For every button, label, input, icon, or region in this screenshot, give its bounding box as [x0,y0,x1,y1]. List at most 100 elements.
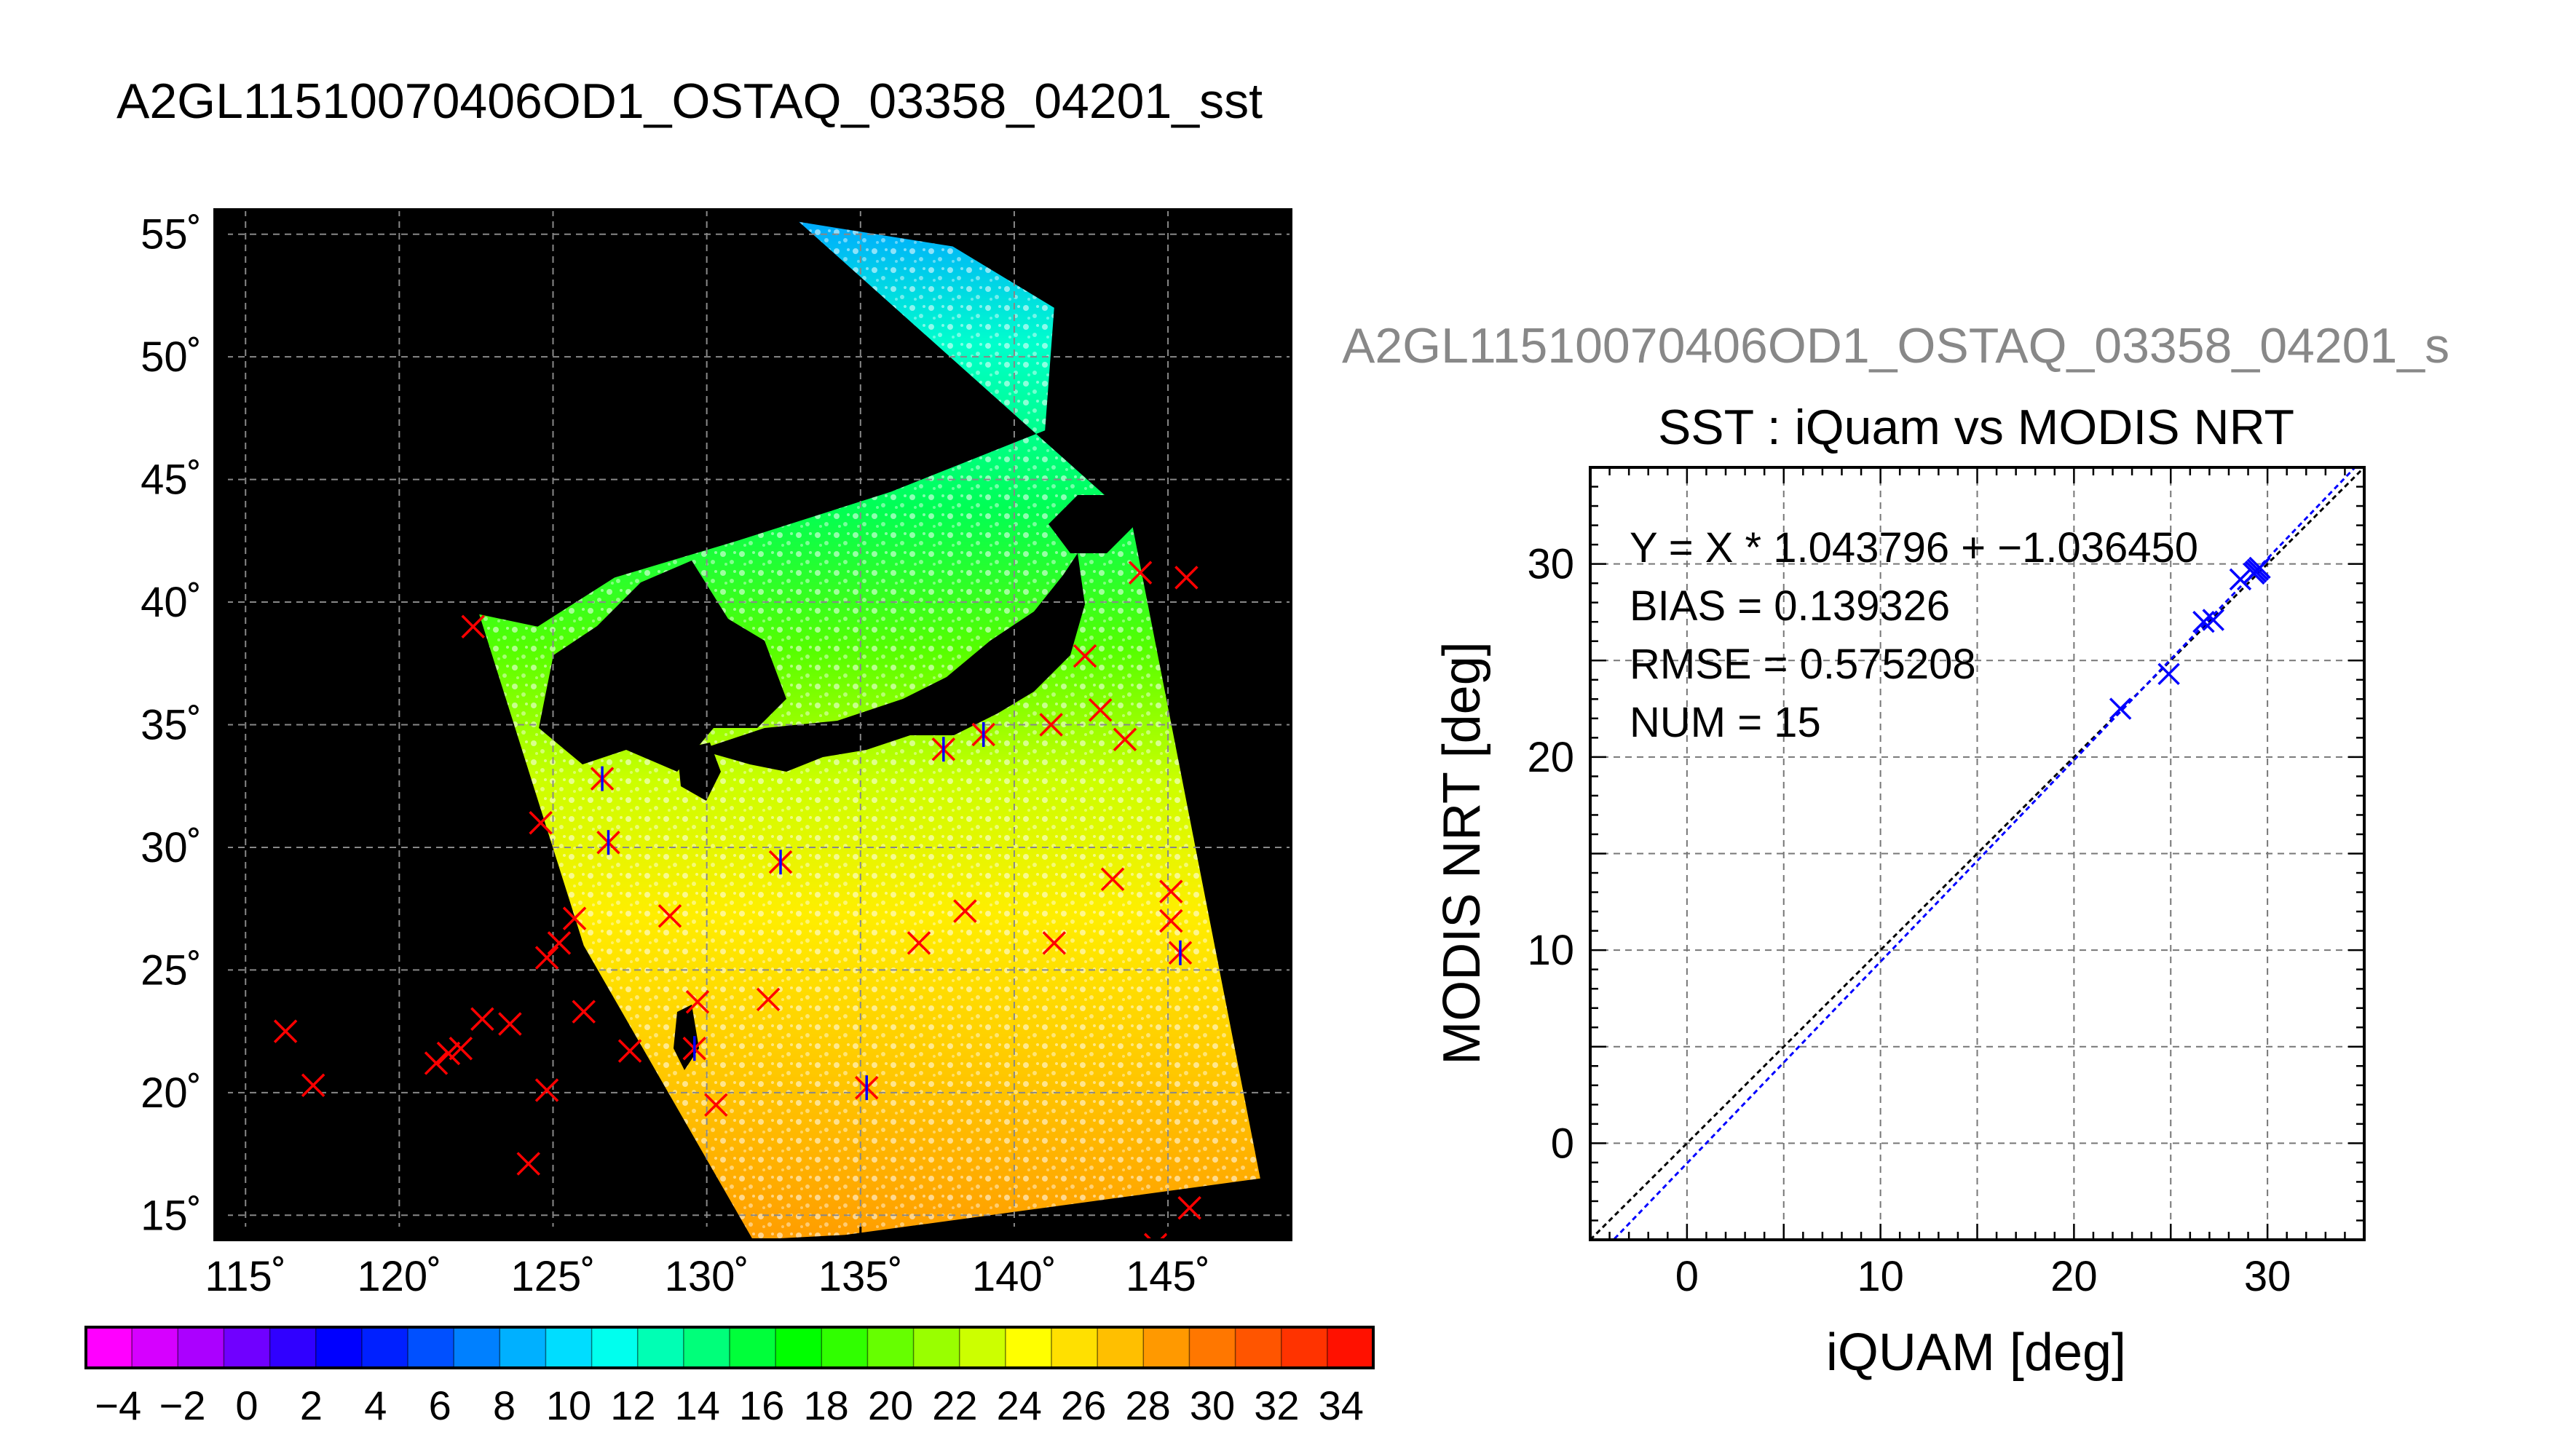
scatter-point [2109,697,2132,720]
colorbar-tick-label: −4 [95,1382,141,1428]
colorbar: −4 −2 0 2 4 6 8 10 12 14 16 18 20 22 24 26 28 30 32 34 [84,1326,1375,1428]
colorbar-tick-label: 34 [1319,1382,1364,1428]
colorbar-tick-label: 22 [932,1382,977,1428]
colorbar-tick-label: 10 [546,1382,591,1428]
figure-title: A2GL11510070406OD1_OSTAQ_03358_04201_sst [117,74,1263,129]
one-to-one-line [1590,467,2364,1240]
map-marker-blue [971,721,995,747]
map-marker-red [562,906,587,930]
colorbar-cell [775,1327,822,1368]
colorbar-tick-label: 24 [997,1382,1042,1428]
colorbar-cell [361,1327,408,1368]
colorbar-cell [637,1327,684,1368]
colorbar-tick-label: 0 [235,1382,258,1428]
colorbar-tick-label: 16 [739,1382,784,1428]
map-marker-red [1128,561,1153,585]
colorbar-cell [730,1327,776,1368]
map-marker-blue [768,850,793,875]
map-marker-red [436,1041,461,1066]
colorbar-cell [1281,1327,1328,1368]
map-marker-red [516,1152,540,1176]
map-marker-red [572,1000,596,1024]
map-y-tick-label: 30˚ [141,824,202,871]
map-grid [215,210,1291,1240]
map-marker-red [449,1036,473,1061]
colorbar-cell [1327,1327,1374,1368]
map-marker-blue [1168,940,1193,965]
map-marker-red [534,946,559,970]
colorbar-cell [1097,1327,1144,1368]
fit-line [1611,467,2357,1240]
stat-line-fit: Y = X * 1.043796 + −1.036450 [1630,524,2198,571]
scatter-point [2192,610,2215,633]
colorbar-frame [84,1326,1375,1369]
map-marker-red [470,1007,494,1032]
colorbar-cell [1051,1327,1098,1368]
map-y-tick-label: 25˚ [141,946,202,994]
scatter-y-label: MODIS NRT [deg] [1433,641,1491,1065]
colorbar-tick-label: 8 [493,1382,516,1428]
colorbar-cell [821,1327,869,1368]
map-x-tick-label: 135˚ [818,1253,903,1300]
scatter-x-tick-label: 20 [2050,1253,2098,1300]
colorbar-tick-label: 14 [675,1382,720,1428]
colorbar-tick-label: 32 [1254,1382,1299,1428]
scatter-y-tick-label: 30 [1527,541,1574,588]
colorbar-cell [913,1327,960,1368]
map-marker-red [704,1093,728,1117]
map-marker-blue [682,1036,707,1061]
map-y-tick-label: 55˚ [141,211,202,258]
scatter-x-axis: 0 10 20 30 [1675,1253,2291,1300]
map-x-axis: 115˚ 120˚ 125˚ 130˚ 135˚ 140˚ 145˚ [205,1227,1210,1300]
colorbar-tick-label: 18 [803,1382,848,1428]
map-x-tick-label: 140˚ [972,1253,1057,1300]
map-marker-red [1159,879,1183,903]
scatter-x-tick-label: 10 [1857,1253,1904,1300]
scatter-point [2202,609,2224,631]
colorbar-cell [315,1327,363,1368]
map-marker-red [273,1019,298,1043]
map-marker-red [424,1051,449,1075]
colorbar-tick-label: −2 [159,1382,206,1428]
stat-line-rmse: RMSE = 0.575208 [1630,641,1976,688]
map-marker-red [534,1078,559,1102]
colorbar-cell [178,1327,225,1368]
scatter-x-tick-label: 30 [2244,1253,2291,1300]
clipped-title: A2GL11510070406OD1_OSTAQ_03358_04201_s [1342,318,2449,373]
map-x-tick-label: 115˚ [205,1253,286,1300]
map-marker-red [1100,867,1125,891]
colorbar-tick-label: 6 [429,1382,451,1428]
map-marker-red [498,1012,522,1036]
colorbar-cell [591,1327,639,1368]
map-marker-red [617,1039,642,1063]
colorbar-cell [545,1327,593,1368]
map-marker-red [461,614,485,638]
land-mask [539,306,1136,1070]
stat-line-bias: BIAS = 0.139326 [1630,582,1950,630]
map-x-tick-label: 125˚ [510,1253,595,1300]
map-marker-blue [855,1075,879,1101]
map-marker-red [907,931,931,955]
map-marker-red [1039,713,1063,737]
sst-map: 115˚ 120˚ 125˚ 130˚ 135˚ 140˚ 145˚ 15˚ 20˚ 25˚ 30… [141,208,1292,1300]
map-marker-red [1073,644,1097,668]
map-markers [273,561,1201,1240]
colorbar-tick-label: 4 [364,1382,387,1428]
colorbar-tick-label: 26 [1061,1382,1106,1428]
map-x-tick-label: 120˚ [357,1253,441,1300]
colorbar-cell [86,1327,133,1368]
scatter-point [2157,662,2180,686]
plot-grid [1590,467,2364,1240]
map-x-tick-label: 130˚ [665,1253,749,1300]
map-marker-red [1159,909,1183,933]
colorbar-cell [683,1327,730,1368]
scatter-y-tick-label: 20 [1527,734,1574,781]
colorbar-cell [224,1327,271,1368]
colorbar-cells [86,1327,1374,1368]
colorbar-cell [499,1327,547,1368]
map-marker-blue [931,737,956,762]
map-marker-red [1177,1195,1201,1220]
colorbar-cell [867,1327,915,1368]
map-marker-red [1088,698,1113,722]
scatter-x-tick-label: 0 [1675,1253,1699,1300]
